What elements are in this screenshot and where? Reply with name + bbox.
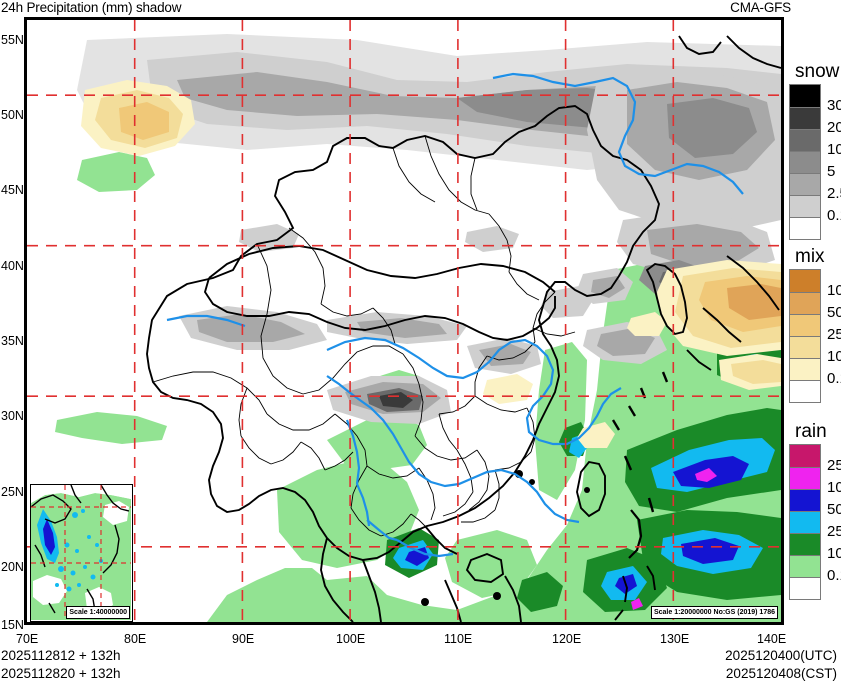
legend-rain: rain 250 100 50 25 10 0.1 [789,421,841,600]
inset-map-south-china-sea[interactable]: Scale 1:40000000 [30,484,133,622]
y-tick-20N: 20N [1,560,24,574]
legend-mix-labels: 100 50 25 10 0.1 [825,280,841,390]
legend-mix-label-10: 10 [827,348,841,365]
legend-rain-label-50: 50 [827,501,841,518]
y-tick-30N: 30N [1,409,24,423]
legend-mix-label-100: 100 [827,282,841,299]
legend-mix: mix 100 50 25 10 0.1 [789,246,841,403]
footer-init-time-cst: 2025112820 + 132h [1,666,121,681]
legend-snow-label-30: 30 [827,97,841,114]
legend-rain-swatch-5 [790,555,820,577]
x-tick-100E: 100E [336,632,366,646]
x-tick-90E: 90E [232,632,255,646]
rivers [166,72,744,558]
inset-canvas [31,485,131,620]
legend-mix-label-0.1: 0.1 [827,370,841,387]
x-tick-120E: 120E [552,632,582,646]
legend-rain-label-0.1: 0.1 [827,567,841,584]
legend-snow-swatch-4 [790,173,820,195]
y-tick-15N: 15N [1,618,24,632]
y-tick-45N: 45N [1,183,24,197]
legend-snow-label-0.1: 0.1 [827,207,841,224]
map-scale-label: Scale 1:20000000 No:GS (2019) 1786 [650,606,778,619]
legend-rain-title: rain [795,421,827,442]
legend-rain-label-10: 10 [827,545,841,562]
legend-rain-swatch-4 [790,533,820,555]
lat-lon-gridlines [27,20,781,622]
x-tick-130E: 130E [660,632,690,646]
x-tick-80E: 80E [124,632,147,646]
y-tick-40N: 40N [1,259,24,273]
national-boundaries [146,35,781,622]
legend-rain-labels: 250 100 50 25 10 0.1 [825,455,841,587]
legend-snow-label-2.5: 2.5 [827,185,841,202]
inset-scale-label: Scale 1:40000000 [66,606,130,619]
legend-mix-label-25: 25 [827,326,841,343]
legend-rain-swatch-6 [790,577,820,599]
legend-mix-label-50: 50 [827,304,841,321]
page-title: 24h Precipitation (mm) shadow [1,0,182,15]
legend-mix-swatches [789,269,821,403]
x-tick-110E: 110E [444,632,473,646]
legend-rain-swatch-0 [790,445,820,467]
legend-mix-swatch-5 [790,380,820,402]
legend-snow-swatch-2 [790,129,820,151]
legend-snow-swatch-6 [790,217,820,239]
footer-valid-time-utc: 2025120400(UTC) [725,648,837,663]
legend-rain-swatch-2 [790,489,820,511]
rain-shading-100mm [631,468,717,610]
y-tick-25N: 25N [1,485,24,499]
legend-mix-swatch-4 [790,358,820,380]
footer-init-time-utc: 2025112812 + 132h [1,648,121,663]
precipitation-map[interactable]: Scale 1:20000000 No:GS (2019) 1786 [24,17,784,625]
legend-snow-swatch-0 [790,85,820,107]
legend-mix-swatch-3 [790,336,820,358]
legend-mix-title: mix [795,246,825,267]
map-canvas [27,20,781,622]
legend-snow-title: snow [795,61,840,82]
y-tick-50N: 50N [1,108,24,122]
legend-rain-swatches [789,444,821,600]
footer-valid-time-cst: 2025120408(CST) [725,666,837,681]
province-boundaries [152,135,576,537]
legend-snow-swatch-1 [790,107,820,129]
legend-snow-label-5: 5 [827,163,836,180]
legend-mix-swatch-1 [790,292,820,314]
legend-snow-swatches [789,84,821,240]
legend-mix-swatch-2 [790,314,820,336]
legend-rain-label-25: 25 [827,523,841,540]
x-tick-140E: 140E [757,632,787,646]
mix-shading [81,80,781,448]
legend-snow-label-10: 10 [827,141,841,158]
y-tick-55N: 55N [1,33,24,47]
legend-rain-label-100: 100 [827,479,841,496]
legend-snow-swatch-3 [790,151,820,173]
legend-rain-swatch-1 [790,467,820,489]
legend-snow-swatch-5 [790,195,820,217]
legend-mix-swatch-0 [790,270,820,292]
legend-snow-labels: 30 20 10 5 2.5 0.1 [825,95,841,227]
legend-snow-label-20: 20 [827,119,841,136]
legend-rain-label-250: 250 [827,457,841,474]
y-tick-35N: 35N [1,334,24,348]
legend-snow: snow 30 20 10 5 2.5 0.1 [789,61,841,240]
legend-rain-swatch-3 [790,511,820,533]
model-label: CMA-GFS [730,0,791,15]
x-tick-70E: 70E [16,632,39,646]
